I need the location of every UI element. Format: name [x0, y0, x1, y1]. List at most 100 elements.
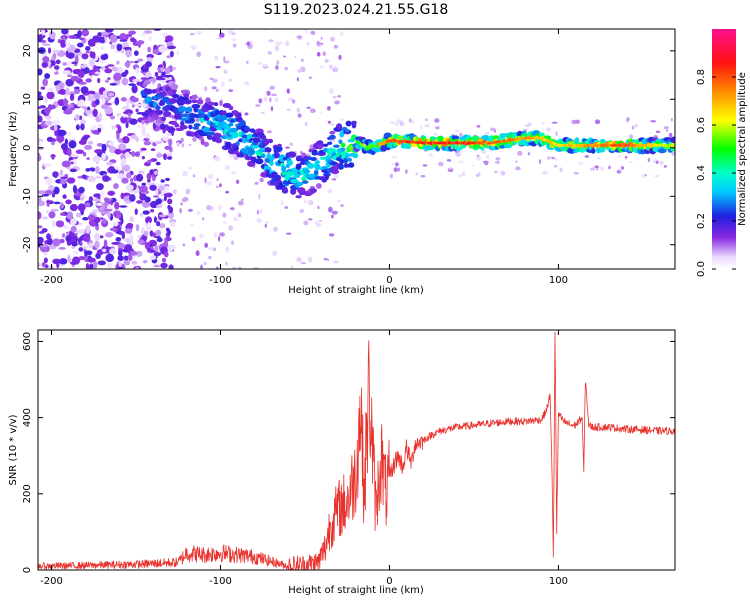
colorbar-tick-label: 0.2 — [696, 213, 707, 229]
spectrogram-noise-cell — [224, 248, 231, 253]
spectrogram-noise-cell — [158, 185, 165, 191]
spectrogram-noise-cell — [217, 204, 222, 211]
spectrogram-noise-cell — [124, 151, 131, 158]
spectrogram-marks — [38, 29, 675, 269]
snr-panel: -200 -100 0 100 0 200 400 600 Height of straigh… — [8, 329, 676, 596]
spectrogram-xtick-label: 0 — [386, 275, 392, 286]
spectrogram-noise-cell — [150, 208, 155, 213]
spectrogram-noise-cell — [655, 130, 661, 134]
figure-title: S119.2023.024.21.55.G18 — [264, 2, 449, 18]
spectrogram-noise-cell — [189, 224, 195, 227]
spectrogram-noise-cell — [38, 142, 42, 146]
spectrogram-noise-cell — [121, 177, 129, 184]
spectrogram-xlabel: Height of straight line (km) — [288, 285, 424, 296]
spectrogram-noise-cell — [315, 223, 322, 227]
spectrogram-noise-cell — [195, 250, 200, 257]
spectrogram-noise-cell — [155, 161, 161, 166]
spectrogram-noise-cell — [256, 209, 260, 215]
spectrogram-ridge-cell — [319, 156, 326, 160]
spectrogram-noise-cell — [323, 258, 328, 261]
spectrogram-ridge-cell — [281, 165, 287, 173]
spectrogram-ridge-cell — [340, 142, 346, 148]
spectrogram-noise-cell — [319, 65, 325, 70]
spectrogram-noise-cell — [136, 250, 143, 257]
spectrogram-ridge-cell — [279, 155, 286, 163]
spectrogram-noise-cell — [141, 119, 145, 125]
spectrogram-noise-cell — [494, 170, 498, 174]
spectrogram-noise-cell — [182, 243, 186, 247]
spectrogram-noise-cell — [56, 134, 65, 143]
spectrogram-noise-cell — [255, 104, 261, 107]
spectrogram-ridge-cell — [287, 151, 297, 158]
spectrogram-noise-cell — [275, 65, 279, 71]
spectrogram-noise-cell — [52, 258, 61, 265]
spectrogram-noise-cell — [164, 184, 170, 187]
spectrogram-noise-cell — [285, 146, 290, 149]
spectrogram-noise-cell — [42, 43, 51, 46]
spectrogram-noise-cell — [217, 235, 221, 242]
spectrogram-noise-cell — [62, 224, 69, 230]
spectrogram-noise-cell — [166, 245, 174, 252]
spectrogram-noise-cell — [279, 41, 283, 45]
spectrogram-ridge-cell — [160, 116, 167, 122]
spectrogram-noise-cell — [91, 125, 98, 131]
spectrogram-ridge-cell — [260, 134, 267, 140]
spectrogram-noise-cell — [296, 256, 302, 263]
spectrogram-ridge-cell — [242, 137, 247, 144]
spectrogram-noise-cell — [401, 120, 404, 126]
spectrogram-noise-cell — [43, 163, 52, 168]
spectrogram-noise-cell — [96, 183, 104, 191]
spectrogram-noise-cell — [79, 241, 83, 246]
spectrogram-noise-cell — [130, 177, 134, 183]
spectrogram-ytick-label: -10 — [22, 188, 33, 204]
spectrogram-ridge-cell — [174, 123, 180, 128]
spectrogram-noise-cell — [435, 126, 440, 130]
spectrogram-noise-cell — [590, 168, 594, 171]
spectrogram-noise-cell — [75, 149, 85, 154]
spectrogram-noise-cell — [337, 95, 342, 98]
spectrogram-noise-cell — [38, 262, 41, 267]
spectrogram-noise-cell — [322, 51, 326, 56]
spectrogram-noise-cell — [67, 148, 72, 157]
spectrogram-ytick-label: 20 — [22, 44, 33, 57]
spectrogram-noise-cell — [172, 66, 177, 70]
spectrogram-noise-cell — [496, 160, 500, 165]
spectrogram-noise-cell — [72, 185, 77, 194]
spectrogram-noise-cell — [216, 266, 219, 269]
colorbar-gradient — [712, 29, 736, 269]
spectrogram-ridge-cell — [261, 153, 266, 159]
spectrogram-noise-cell — [44, 107, 51, 114]
spectrogram-noise-cell — [165, 185, 169, 192]
snr-ytick-label: 600 — [22, 332, 33, 351]
spectrogram-noise-cell — [495, 157, 501, 161]
spectrogram-noise-cell — [119, 39, 128, 42]
spectrogram-noise-cell — [257, 61, 263, 66]
spectrogram-ridge-cell — [324, 174, 330, 180]
spectrogram-noise-cell — [141, 156, 145, 160]
spectrogram-noise-cell — [44, 120, 53, 126]
spectrogram-noise-cell — [156, 237, 163, 243]
spectrogram-noise-cell — [42, 56, 50, 63]
spectrogram-noise-cell — [73, 250, 79, 255]
spectrogram-ridge-cell — [266, 147, 272, 153]
spectrogram-ridge-cell — [351, 120, 357, 125]
spectrogram-ridge-cell — [328, 134, 336, 140]
spectrogram-noise-cell — [131, 104, 135, 108]
spectrogram-noise-cell — [87, 141, 94, 145]
spectrogram-noise-cell — [237, 200, 244, 206]
spectrogram-noise-cell — [44, 189, 54, 195]
spectrogram-noise-cell — [420, 125, 423, 129]
spectrogram-noise-cell — [215, 88, 219, 92]
spectrogram-ridge-cell — [314, 163, 321, 171]
spectrogram-noise-cell — [82, 216, 89, 221]
spectrogram-noise-cell — [53, 65, 60, 70]
spectrogram-noise-cell — [87, 257, 96, 263]
spectrogram-ridge-cell — [158, 101, 166, 106]
spectrogram-noise-cell — [53, 186, 60, 195]
spectrogram-noise-cell — [45, 115, 52, 120]
spectrogram-noise-cell — [238, 213, 242, 218]
spectrogram-noise-cell — [286, 108, 291, 111]
spectrogram-ridge-cell — [206, 106, 215, 111]
spectrogram-noise-cell — [101, 152, 107, 161]
spectrogram-noise-cell — [307, 256, 313, 263]
